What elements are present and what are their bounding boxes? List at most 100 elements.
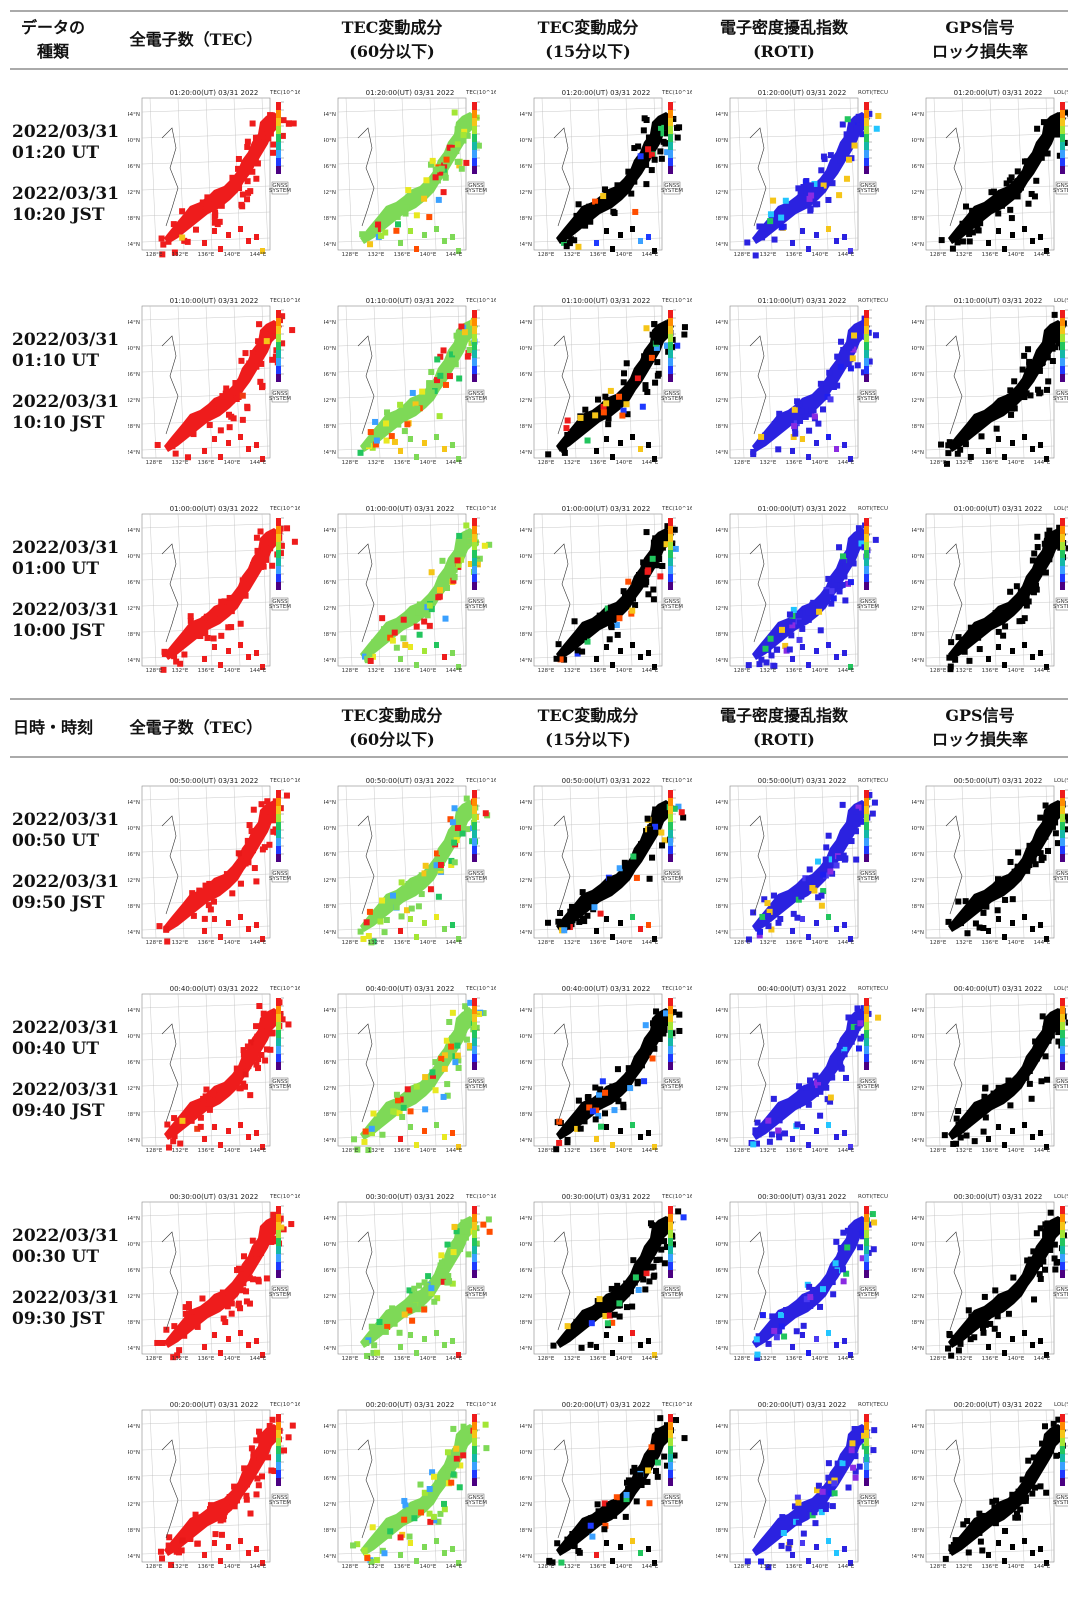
svg-text:GNSS: GNSS	[664, 1079, 680, 1085]
colorbar	[668, 101, 676, 174]
svg-text:GNSS: GNSS	[272, 871, 288, 877]
header-text: (15分以下)	[545, 42, 631, 61]
map-unit-label: TEC(10^16/m^2)	[465, 986, 496, 992]
header-col-dtec60: TEC変動成分 (60分以下)	[306, 700, 478, 756]
japan-landmass	[360, 320, 478, 452]
lat-tick-label: 40°N	[324, 1034, 336, 1040]
lon-tick-label: 136°E	[982, 460, 999, 466]
map-title: 00:50:00(UT) 03/31 2022	[954, 777, 1043, 785]
lon-tick-label: 140°E	[420, 1564, 437, 1570]
colorbar	[668, 1413, 676, 1486]
colorbar	[1060, 1413, 1068, 1486]
tec-map-panel: 01:00:00(UT) 03/31 2022 TEC(10^16/m^2) 44°…	[128, 502, 300, 680]
lat-tick-label: 40°N	[128, 1450, 140, 1456]
lat-tick-label: 24°N	[128, 1554, 140, 1560]
lat-tick-label: 28°N	[128, 424, 140, 430]
lat-tick-label: 32°N	[128, 1086, 140, 1092]
date-jst: 2022/03/31	[12, 600, 120, 620]
svg-text:SYSTEM: SYSTEM	[465, 396, 487, 402]
time-ut: 01:00 UT	[12, 559, 99, 579]
lat-tick-label: 44°N	[912, 528, 924, 534]
lat-tick-label: 28°N	[520, 424, 532, 430]
map-unit-label: ROTI(TECU/min)	[858, 986, 888, 992]
tec-map-panel: 00:30:00(UT) 03/31 2022 TEC(10^16/m^2) 44°…	[128, 1190, 300, 1368]
lon-tick-label: 144°E	[642, 940, 659, 946]
lat-tick-label: 40°N	[912, 1034, 924, 1040]
dtec60-map-panel: 00:20:00(UT) 03/31 2022 TEC(10^16/m^2) 44°…	[324, 1398, 496, 1576]
map-unit-label: TEC(10^16/m^2)	[465, 1402, 496, 1408]
map-unit-label: LOL(%)	[1054, 778, 1068, 784]
svg-text:SYSTEM: SYSTEM	[1053, 1084, 1068, 1090]
svg-text:SYSTEM: SYSTEM	[269, 604, 291, 610]
svg-text:SYSTEM: SYSTEM	[661, 396, 683, 402]
svg-text:SYSTEM: SYSTEM	[269, 1292, 291, 1298]
lat-tick-label: 36°N	[324, 372, 336, 378]
time-ut: 00:30 UT	[12, 1247, 99, 1267]
lon-tick-label: 136°E	[394, 668, 411, 674]
lat-tick-label: 24°N	[128, 242, 140, 248]
time-jst: 09:30 JST	[12, 1309, 105, 1329]
lon-tick-label: 132°E	[956, 668, 973, 674]
roti-map-panel: 00:20:00(UT) 03/31 2022 ROTI(TECU/min) 44°…	[716, 1398, 888, 1576]
lat-tick-label: 40°N	[128, 1034, 140, 1040]
header-text: TEC変動成分	[537, 706, 639, 725]
lat-tick-label: 40°N	[912, 554, 924, 560]
lon-tick-label: 136°E	[198, 668, 215, 674]
lat-tick-label: 28°N	[128, 1320, 140, 1326]
map-title: 01:20:00(UT) 03/31 2022	[170, 89, 259, 97]
lat-tick-label: 44°N	[912, 1216, 924, 1222]
lat-tick-label: 32°N	[324, 1502, 336, 1508]
lon-tick-label: 136°E	[590, 1148, 607, 1154]
lat-tick-label: 44°N	[912, 112, 924, 118]
svg-text:SYSTEM: SYSTEM	[857, 1084, 879, 1090]
lat-tick-label: 28°N	[716, 1112, 728, 1118]
lat-tick-label: 28°N	[912, 1528, 924, 1534]
map-unit-label: TEC(10^16/m^2)	[269, 90, 300, 96]
lol-map: 00:20:00(UT) 03/31 2022 LOL(%) 44°N 40°N 36°…	[912, 1401, 1068, 1570]
japan-landmass	[556, 320, 674, 452]
lat-tick-label: 36°N	[912, 852, 924, 858]
svg-text:GNSS: GNSS	[1056, 183, 1068, 189]
svg-text:GNSS: GNSS	[468, 1287, 484, 1293]
tec-map-panel: 01:10:00(UT) 03/31 2022 TEC(10^16/m^2) 44°…	[128, 294, 300, 472]
lat-tick-label: 32°N	[912, 398, 924, 404]
svg-text:GNSS: GNSS	[272, 183, 288, 189]
lat-tick-label: 40°N	[128, 346, 140, 352]
japan-landmass	[360, 528, 478, 660]
map-title: 00:30:00(UT) 03/31 2022	[758, 1193, 847, 1201]
header-col-lol: GPS信号 ロック損失率	[894, 700, 1066, 756]
lon-tick-label: 128°E	[734, 252, 751, 258]
lon-tick-label: 128°E	[342, 1564, 359, 1570]
lon-tick-label: 132°E	[564, 940, 581, 946]
map-unit-label: ROTI(TECU/min)	[858, 1194, 888, 1200]
lat-tick-label: 40°N	[912, 138, 924, 144]
lat-tick-label: 36°N	[912, 1060, 924, 1066]
map-title: 00:40:00(UT) 03/31 2022	[366, 985, 455, 993]
header-col-tec: 全電子数（TEC）	[110, 12, 282, 68]
lat-tick-label: 32°N	[128, 878, 140, 884]
header-text: 全電子数（TEC）	[129, 30, 263, 49]
map-title: 00:50:00(UT) 03/31 2022	[366, 777, 455, 785]
lon-tick-label: 128°E	[342, 668, 359, 674]
lon-tick-label: 144°E	[250, 460, 267, 466]
lon-tick-label: 144°E	[446, 1564, 463, 1570]
lat-tick-label: 28°N	[716, 424, 728, 430]
map-title: 01:20:00(UT) 03/31 2022	[954, 89, 1043, 97]
data-row: 2022/03/31 00:40 UT 2022/03/31 09:40 JST 00:…	[10, 982, 1068, 1182]
lon-tick-label: 136°E	[394, 1148, 411, 1154]
lat-tick-label: 36°N	[716, 1476, 728, 1482]
svg-text:SYSTEM: SYSTEM	[269, 876, 291, 882]
dtec15-map: 00:40:00(UT) 03/31 2022 TEC(10^16/m^2) 44°…	[520, 985, 692, 1154]
map-unit-label: TEC(10^16/m^2)	[269, 778, 300, 784]
lon-tick-label: 144°E	[838, 1356, 855, 1362]
lat-tick-label: 24°N	[912, 242, 924, 248]
colorbar	[276, 789, 284, 862]
svg-text:SYSTEM: SYSTEM	[269, 188, 291, 194]
lon-tick-label: 136°E	[394, 252, 411, 258]
lon-tick-label: 144°E	[250, 1564, 267, 1570]
